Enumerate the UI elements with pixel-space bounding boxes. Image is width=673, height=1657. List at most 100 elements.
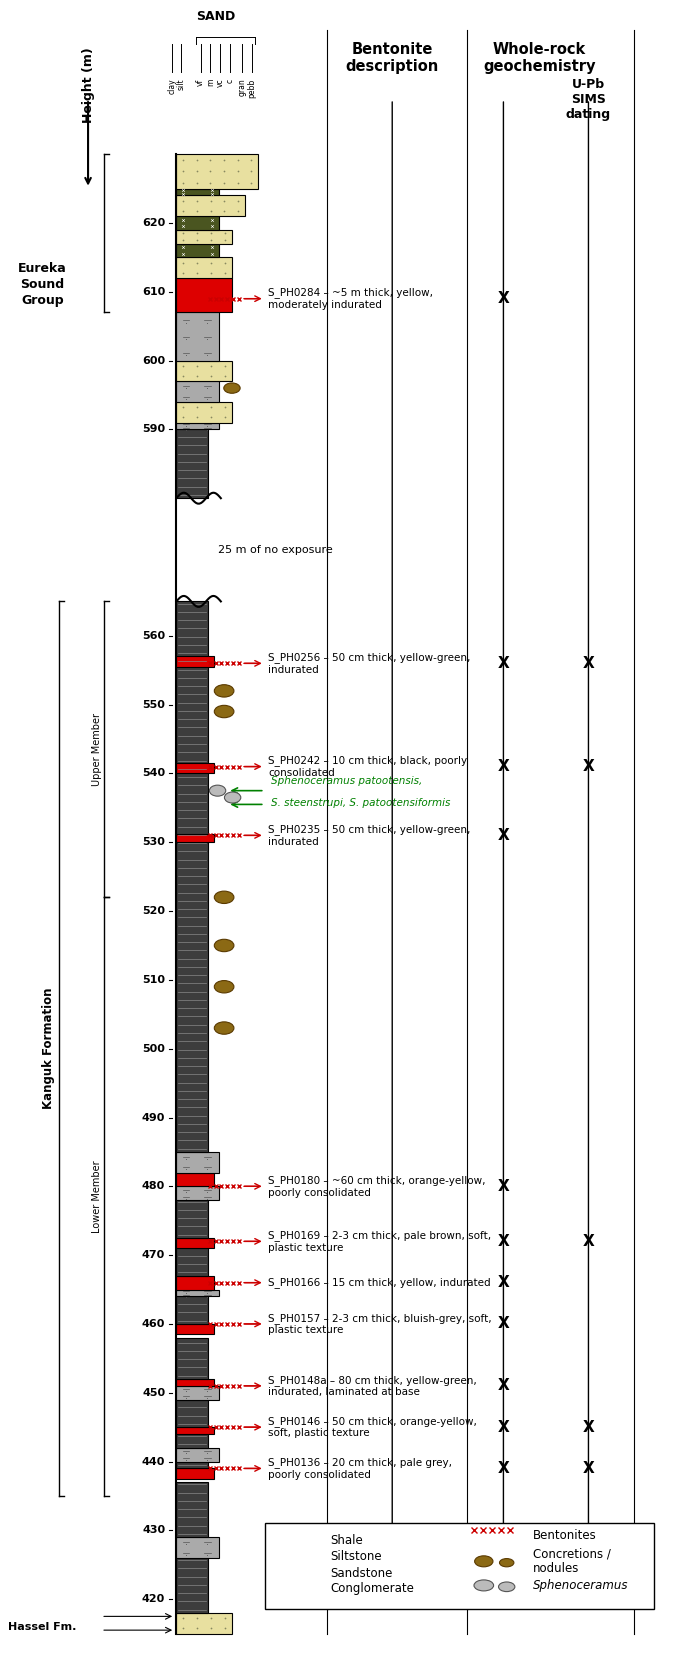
Text: S_PH0157 – 2-3 cm thick, bluish-grey, soft,
plastic texture: S_PH0157 – 2-3 cm thick, bluish-grey, so… bbox=[268, 1312, 491, 1336]
Text: 500: 500 bbox=[143, 1044, 166, 1054]
Bar bbox=[176, 278, 232, 313]
Text: SAND: SAND bbox=[196, 10, 236, 23]
Text: 430: 430 bbox=[142, 1526, 166, 1536]
Bar bbox=[278, 1553, 320, 1561]
Text: 560: 560 bbox=[142, 631, 166, 641]
Text: clay: clay bbox=[168, 78, 177, 94]
Text: 420: 420 bbox=[142, 1594, 166, 1604]
Text: X: X bbox=[497, 1379, 509, 1394]
Ellipse shape bbox=[214, 706, 234, 717]
Ellipse shape bbox=[214, 981, 234, 993]
Text: 540: 540 bbox=[142, 769, 166, 779]
Text: S_PH0180 – ~60 cm thick, orange-yellow,
poorly consolidated: S_PH0180 – ~60 cm thick, orange-yellow, … bbox=[268, 1175, 485, 1198]
Text: S_PH0284 – ~5 m thick, yellow,
moderately indurated: S_PH0284 – ~5 m thick, yellow, moderatel… bbox=[268, 287, 433, 310]
Text: 440: 440 bbox=[142, 1457, 166, 1466]
Bar bbox=[176, 1483, 208, 1538]
Bar bbox=[176, 154, 258, 189]
Text: Bentonites: Bentonites bbox=[533, 1529, 596, 1541]
Bar bbox=[176, 1558, 208, 1612]
Text: Bentonite
description: Bentonite description bbox=[346, 41, 439, 75]
Text: Kanguk Formation: Kanguk Formation bbox=[42, 988, 55, 1110]
Text: X: X bbox=[497, 1420, 509, 1435]
Ellipse shape bbox=[499, 1559, 514, 1568]
Ellipse shape bbox=[214, 891, 234, 903]
Bar bbox=[176, 1400, 208, 1427]
Bar bbox=[176, 1296, 208, 1324]
Text: S_PH0169 – 2-3 cm thick, pale brown, soft,
plastic texture: S_PH0169 – 2-3 cm thick, pale brown, sof… bbox=[268, 1229, 491, 1253]
Text: Upper Member: Upper Member bbox=[92, 713, 102, 785]
Text: 550: 550 bbox=[143, 699, 166, 709]
Text: 590: 590 bbox=[142, 424, 166, 434]
Bar bbox=[176, 1448, 219, 1461]
Bar bbox=[176, 1379, 214, 1385]
Text: pebb: pebb bbox=[247, 78, 256, 98]
Ellipse shape bbox=[224, 792, 241, 804]
Bar bbox=[176, 1427, 214, 1433]
Ellipse shape bbox=[474, 1556, 493, 1568]
Text: vc: vc bbox=[215, 78, 225, 88]
Text: Conglomerate: Conglomerate bbox=[330, 1582, 414, 1596]
Text: Shale: Shale bbox=[330, 1534, 363, 1548]
Bar bbox=[176, 429, 208, 499]
Text: 450: 450 bbox=[142, 1389, 166, 1399]
Bar bbox=[176, 230, 232, 244]
Text: 490: 490 bbox=[142, 1112, 166, 1122]
Text: 520: 520 bbox=[142, 906, 166, 916]
Bar bbox=[176, 1468, 214, 1478]
Bar bbox=[176, 1276, 214, 1289]
Text: U-Pb
SIMS
dating: U-Pb SIMS dating bbox=[566, 78, 611, 121]
Text: Sphenoceramus: Sphenoceramus bbox=[533, 1579, 629, 1592]
Ellipse shape bbox=[283, 1584, 293, 1592]
Text: X: X bbox=[497, 656, 509, 671]
Bar bbox=[176, 1238, 214, 1248]
Bar bbox=[176, 601, 208, 1152]
Text: Sandstone: Sandstone bbox=[330, 1566, 392, 1579]
Ellipse shape bbox=[305, 1584, 314, 1592]
Bar bbox=[176, 381, 219, 403]
Bar bbox=[278, 1569, 320, 1577]
Text: vf: vf bbox=[196, 78, 205, 86]
Text: m: m bbox=[206, 78, 215, 86]
Text: X: X bbox=[497, 1316, 509, 1332]
Text: Sphenoceramus patootensis,: Sphenoceramus patootensis, bbox=[271, 775, 423, 785]
Text: S_PH0235 – 50 cm thick, yellow-green,
indurated: S_PH0235 – 50 cm thick, yellow-green, in… bbox=[268, 824, 470, 847]
Text: Siltstone: Siltstone bbox=[330, 1549, 382, 1563]
Bar bbox=[176, 196, 245, 215]
Text: Lower Member: Lower Member bbox=[92, 1160, 102, 1233]
Text: S_PH0136 – 20 cm thick, pale grey,
poorly consolidated: S_PH0136 – 20 cm thick, pale grey, poorl… bbox=[268, 1457, 452, 1480]
Bar bbox=[176, 1173, 214, 1186]
Bar bbox=[176, 1337, 208, 1379]
Bar bbox=[176, 656, 214, 666]
Text: S. steenstrupi, S. patootensiformis: S. steenstrupi, S. patootensiformis bbox=[271, 797, 451, 807]
Text: 600: 600 bbox=[142, 356, 166, 366]
Bar bbox=[176, 1200, 208, 1238]
Ellipse shape bbox=[499, 1582, 515, 1592]
Bar bbox=[176, 1289, 219, 1296]
Text: c: c bbox=[225, 78, 234, 83]
Ellipse shape bbox=[224, 383, 240, 393]
Bar bbox=[176, 764, 214, 774]
Text: Height (m): Height (m) bbox=[81, 48, 94, 123]
Bar bbox=[176, 189, 219, 196]
Text: Eureka
Sound
Group: Eureka Sound Group bbox=[18, 262, 67, 308]
Ellipse shape bbox=[474, 1579, 493, 1591]
Text: X: X bbox=[497, 759, 509, 774]
Bar bbox=[264, 1523, 654, 1609]
Bar bbox=[176, 361, 232, 381]
Text: X: X bbox=[497, 1234, 509, 1249]
Text: X: X bbox=[497, 1178, 509, 1193]
Text: 530: 530 bbox=[143, 837, 166, 847]
Text: X: X bbox=[583, 656, 594, 671]
Text: gran: gran bbox=[238, 78, 246, 96]
Ellipse shape bbox=[214, 1022, 234, 1034]
Text: Concretions /
nodules: Concretions / nodules bbox=[533, 1548, 610, 1576]
Bar bbox=[176, 1461, 208, 1468]
Bar bbox=[176, 257, 232, 278]
Text: 470: 470 bbox=[142, 1249, 166, 1259]
Text: X: X bbox=[497, 1461, 509, 1476]
Bar bbox=[278, 1536, 320, 1544]
Text: S_PH0148a – 80 cm thick, yellow-green,
indurated, laminated at base: S_PH0148a – 80 cm thick, yellow-green, i… bbox=[268, 1375, 476, 1397]
Text: X: X bbox=[583, 1234, 594, 1249]
Text: 460: 460 bbox=[142, 1319, 166, 1329]
Text: 510: 510 bbox=[142, 974, 166, 984]
